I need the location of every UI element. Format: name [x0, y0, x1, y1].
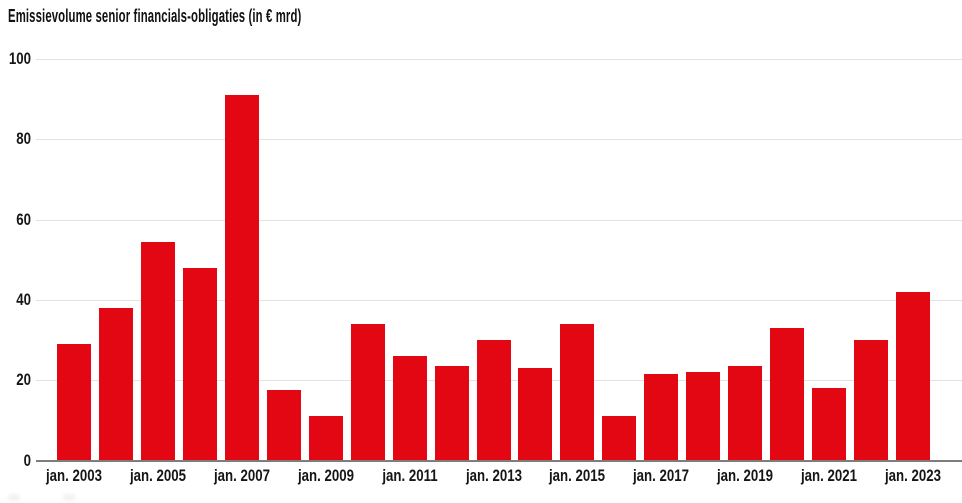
gridline: [36, 139, 962, 141]
bar: [518, 368, 553, 461]
bar: [896, 291, 930, 461]
y-tick-label: 20: [16, 370, 31, 390]
bar: [812, 388, 847, 461]
x-tick-label: jan. 2011: [381, 466, 438, 485]
bar: [560, 323, 595, 461]
bar: [98, 307, 133, 461]
x-axis-line: [36, 460, 962, 462]
bar: [854, 340, 889, 461]
bar: [770, 328, 805, 461]
gridline: [36, 59, 962, 60]
x-tick-label: jan. 2003: [45, 466, 103, 485]
bar: [686, 372, 721, 461]
bar: [57, 344, 91, 461]
x-tick-label: jan. 2005: [129, 466, 186, 485]
x-tick-label: jan. 2015: [549, 466, 606, 485]
gridline: [36, 299, 962, 301]
bar: [644, 374, 679, 461]
x-tick-label: jan. 2017: [633, 466, 690, 485]
bar: [434, 366, 469, 461]
bar: [182, 267, 217, 461]
bar: [350, 323, 385, 461]
x-tick-label: jan. 2007: [213, 466, 270, 485]
bar: [476, 340, 511, 461]
cropped-artifact: [63, 494, 75, 501]
bar: [728, 366, 763, 461]
bar: [602, 416, 637, 461]
y-tick-label: 60: [16, 209, 31, 229]
x-tick-label: jan. 2013: [465, 466, 522, 485]
cropped-artifact: [8, 494, 20, 501]
bar: [266, 390, 301, 461]
bar: [140, 241, 175, 461]
x-tick-label: jan. 2021: [801, 466, 858, 485]
chart-title: Emissievolume senior financials-obligati…: [8, 6, 302, 26]
bar: [224, 95, 259, 461]
y-tick-label: 80: [16, 129, 31, 149]
x-tick-label: jan. 2019: [717, 466, 774, 485]
y-tick-label: 100: [8, 49, 32, 68]
bar: [392, 356, 427, 461]
x-tick-label: jan. 2009: [297, 466, 354, 485]
y-tick-label: 0: [23, 450, 31, 470]
gridline: [36, 219, 962, 221]
x-tick-label: jan. 2023: [884, 466, 942, 485]
y-tick-label: 40: [16, 289, 31, 309]
bar: [308, 416, 343, 461]
